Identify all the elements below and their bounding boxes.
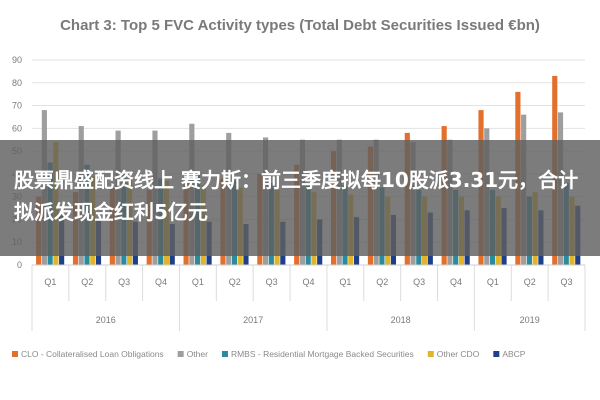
x-tick-label: Q3 [561,277,573,287]
x-tick-label: Q2 [229,277,241,287]
y-tick-label: 0 [17,260,22,270]
year-label: 2017 [243,315,263,325]
x-tick-label: Q4 [155,277,167,287]
y-tick-label: 60 [12,123,22,133]
legend-label: CLO - Collateralised Loan Obligations [21,349,164,359]
legend-swatch [493,351,500,357]
legend-label: RMBS - Residential Mortgage Backed Secur… [231,349,414,359]
x-tick-label: Q3 [266,277,278,287]
legend-swatch [427,351,434,357]
x-tick-label: Q1 [487,277,499,287]
x-tick-label: Q2 [524,277,536,287]
headline-banner: 股票鼎盛配资线上 赛力斯：前三季度拟每10股派3.31元，合计拟派发现金红利5亿… [0,140,600,256]
year-label: 2016 [96,315,116,325]
legend-swatch [177,351,184,357]
x-tick-label: Q3 [118,277,130,287]
legend: CLO - Collateralised Loan Obligations Oth… [12,349,526,359]
y-tick-label: 90 [12,55,22,65]
x-tick-label: Q2 [81,277,93,287]
x-axis-ticks: Q1 Q2 Q3 Q4 Q1 Q2 Q3 Q4 Q1 Q2 Q3 Q4 Q1 Q2 Q3 [31,264,586,301]
y-tick-label: 70 [12,101,22,111]
chart-title: Chart 3: Top 5 FVC Activity types (Total… [60,17,540,34]
headline-text: 股票鼎盛配资线上 赛力斯：前三季度拟每10股派3.31元，合计拟派发现金红利5亿… [14,168,579,224]
x-tick-label: Q2 [376,277,388,287]
y-tick-label: 80 [12,78,22,88]
legend-swatch [221,351,228,357]
year-label: 2018 [391,315,411,325]
legend-label: Other [187,349,208,359]
year-labels: 2016 2017 2018 2019 [31,301,586,331]
x-tick-label: Q4 [302,277,314,287]
legend-swatch [12,351,18,357]
x-tick-label: Q1 [339,277,351,287]
x-tick-label: Q1 [44,277,56,287]
x-tick-label: Q3 [413,277,425,287]
year-label: 2019 [520,315,540,325]
legend-label: ABCP [502,349,525,359]
x-tick-label: Q4 [450,277,462,287]
x-tick-label: Q1 [192,277,204,287]
legend-label: Other CDO [437,349,480,359]
